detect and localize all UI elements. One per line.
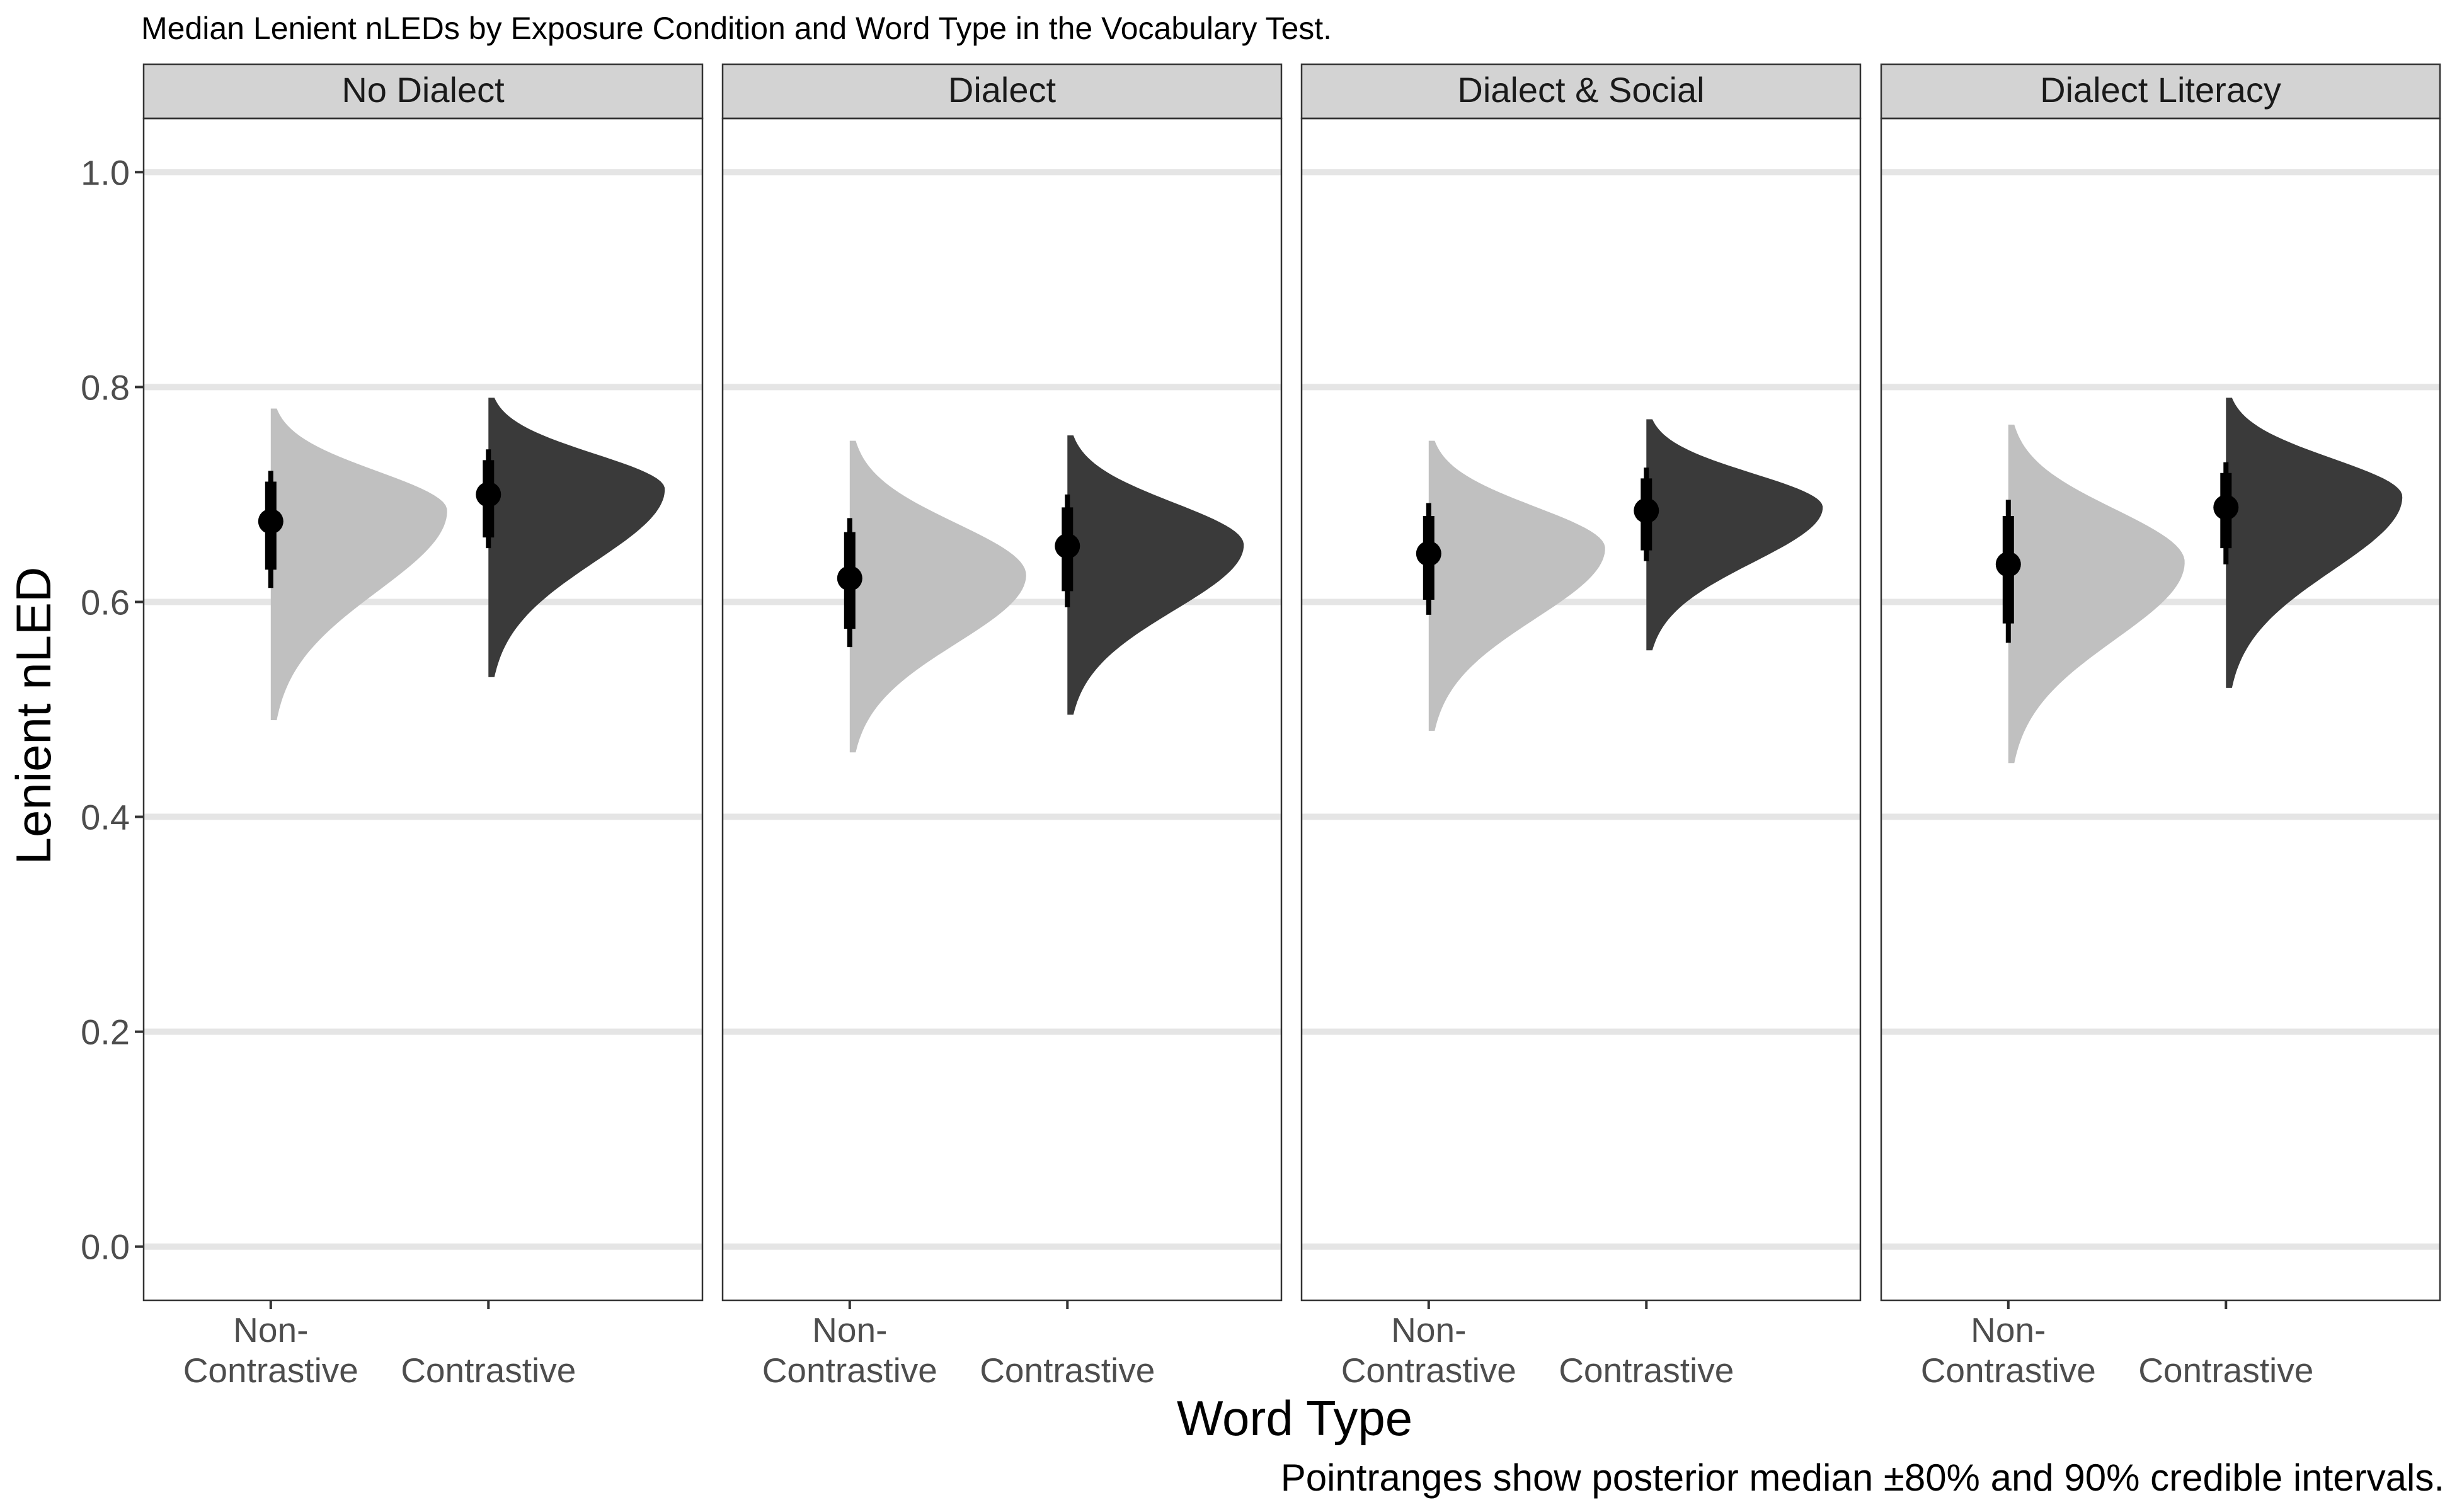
x-tick-label: Contrastive <box>1921 1351 2096 1390</box>
facet-strip-label: No Dialect <box>341 70 505 110</box>
x-tick-label: Non- <box>1391 1310 1466 1349</box>
panel-border <box>1300 117 1862 1302</box>
posterior-density <box>2008 425 2185 764</box>
posterior-density <box>488 398 665 677</box>
panel-border <box>1880 117 2441 1302</box>
y-tick-label: 0.8 <box>81 367 130 407</box>
median-point <box>2213 495 2239 520</box>
x-tick-label: Non- <box>1971 1310 2046 1349</box>
panel-border <box>721 117 1283 1302</box>
median-point <box>476 481 501 507</box>
y-tick-label: 0.4 <box>81 798 130 837</box>
facet-strip <box>142 63 704 120</box>
chart-title: Median Lenient nLEDs by Exposure Conditi… <box>141 11 1332 46</box>
facet-strip-label: Dialect <box>948 70 1057 110</box>
y-axis-label: Lenient nLED <box>6 567 61 865</box>
posterior-density <box>849 440 1026 753</box>
median-point <box>1995 551 2021 577</box>
median-point <box>1634 498 1659 524</box>
x-tick-label: Contrastive <box>2138 1351 2313 1390</box>
x-tick-label: Non- <box>233 1310 308 1349</box>
x-tick-label: Contrastive <box>980 1351 1155 1390</box>
facet-strip <box>1880 63 2441 120</box>
x-tick-label: Contrastive <box>1559 1351 1734 1390</box>
y-tick-label: 0.6 <box>81 582 130 622</box>
chart-caption: Pointranges show posterior median ±80% a… <box>1281 1457 2444 1499</box>
median-point <box>1416 541 1441 566</box>
median-point <box>258 508 284 534</box>
posterior-density <box>1646 419 1823 651</box>
posterior-density <box>1067 435 1244 715</box>
x-axis-label: Word Type <box>1177 1390 1412 1446</box>
median-point <box>837 565 862 591</box>
posterior-density <box>270 408 447 721</box>
x-tick-label: Contrastive <box>762 1351 937 1390</box>
x-tick-label: Contrastive <box>1341 1351 1516 1390</box>
x-tick-label: Non- <box>812 1310 887 1349</box>
facet-strip <box>721 63 1283 120</box>
y-tick-label: 1.0 <box>81 152 130 192</box>
posterior-density <box>1428 440 1605 731</box>
x-tick-label: Contrastive <box>183 1351 358 1390</box>
y-tick-label: 0.2 <box>81 1012 130 1052</box>
panel-border <box>142 117 704 1302</box>
y-tick-label: 0.0 <box>81 1227 130 1267</box>
x-tick-label: Contrastive <box>401 1351 576 1390</box>
posterior-density <box>2226 398 2403 688</box>
facet-strip <box>1300 63 1862 120</box>
median-point <box>1055 533 1080 559</box>
facet-strip-label: Dialect Literacy <box>2040 70 2281 110</box>
facet-strip-label: Dialect & Social <box>1457 70 1704 110</box>
